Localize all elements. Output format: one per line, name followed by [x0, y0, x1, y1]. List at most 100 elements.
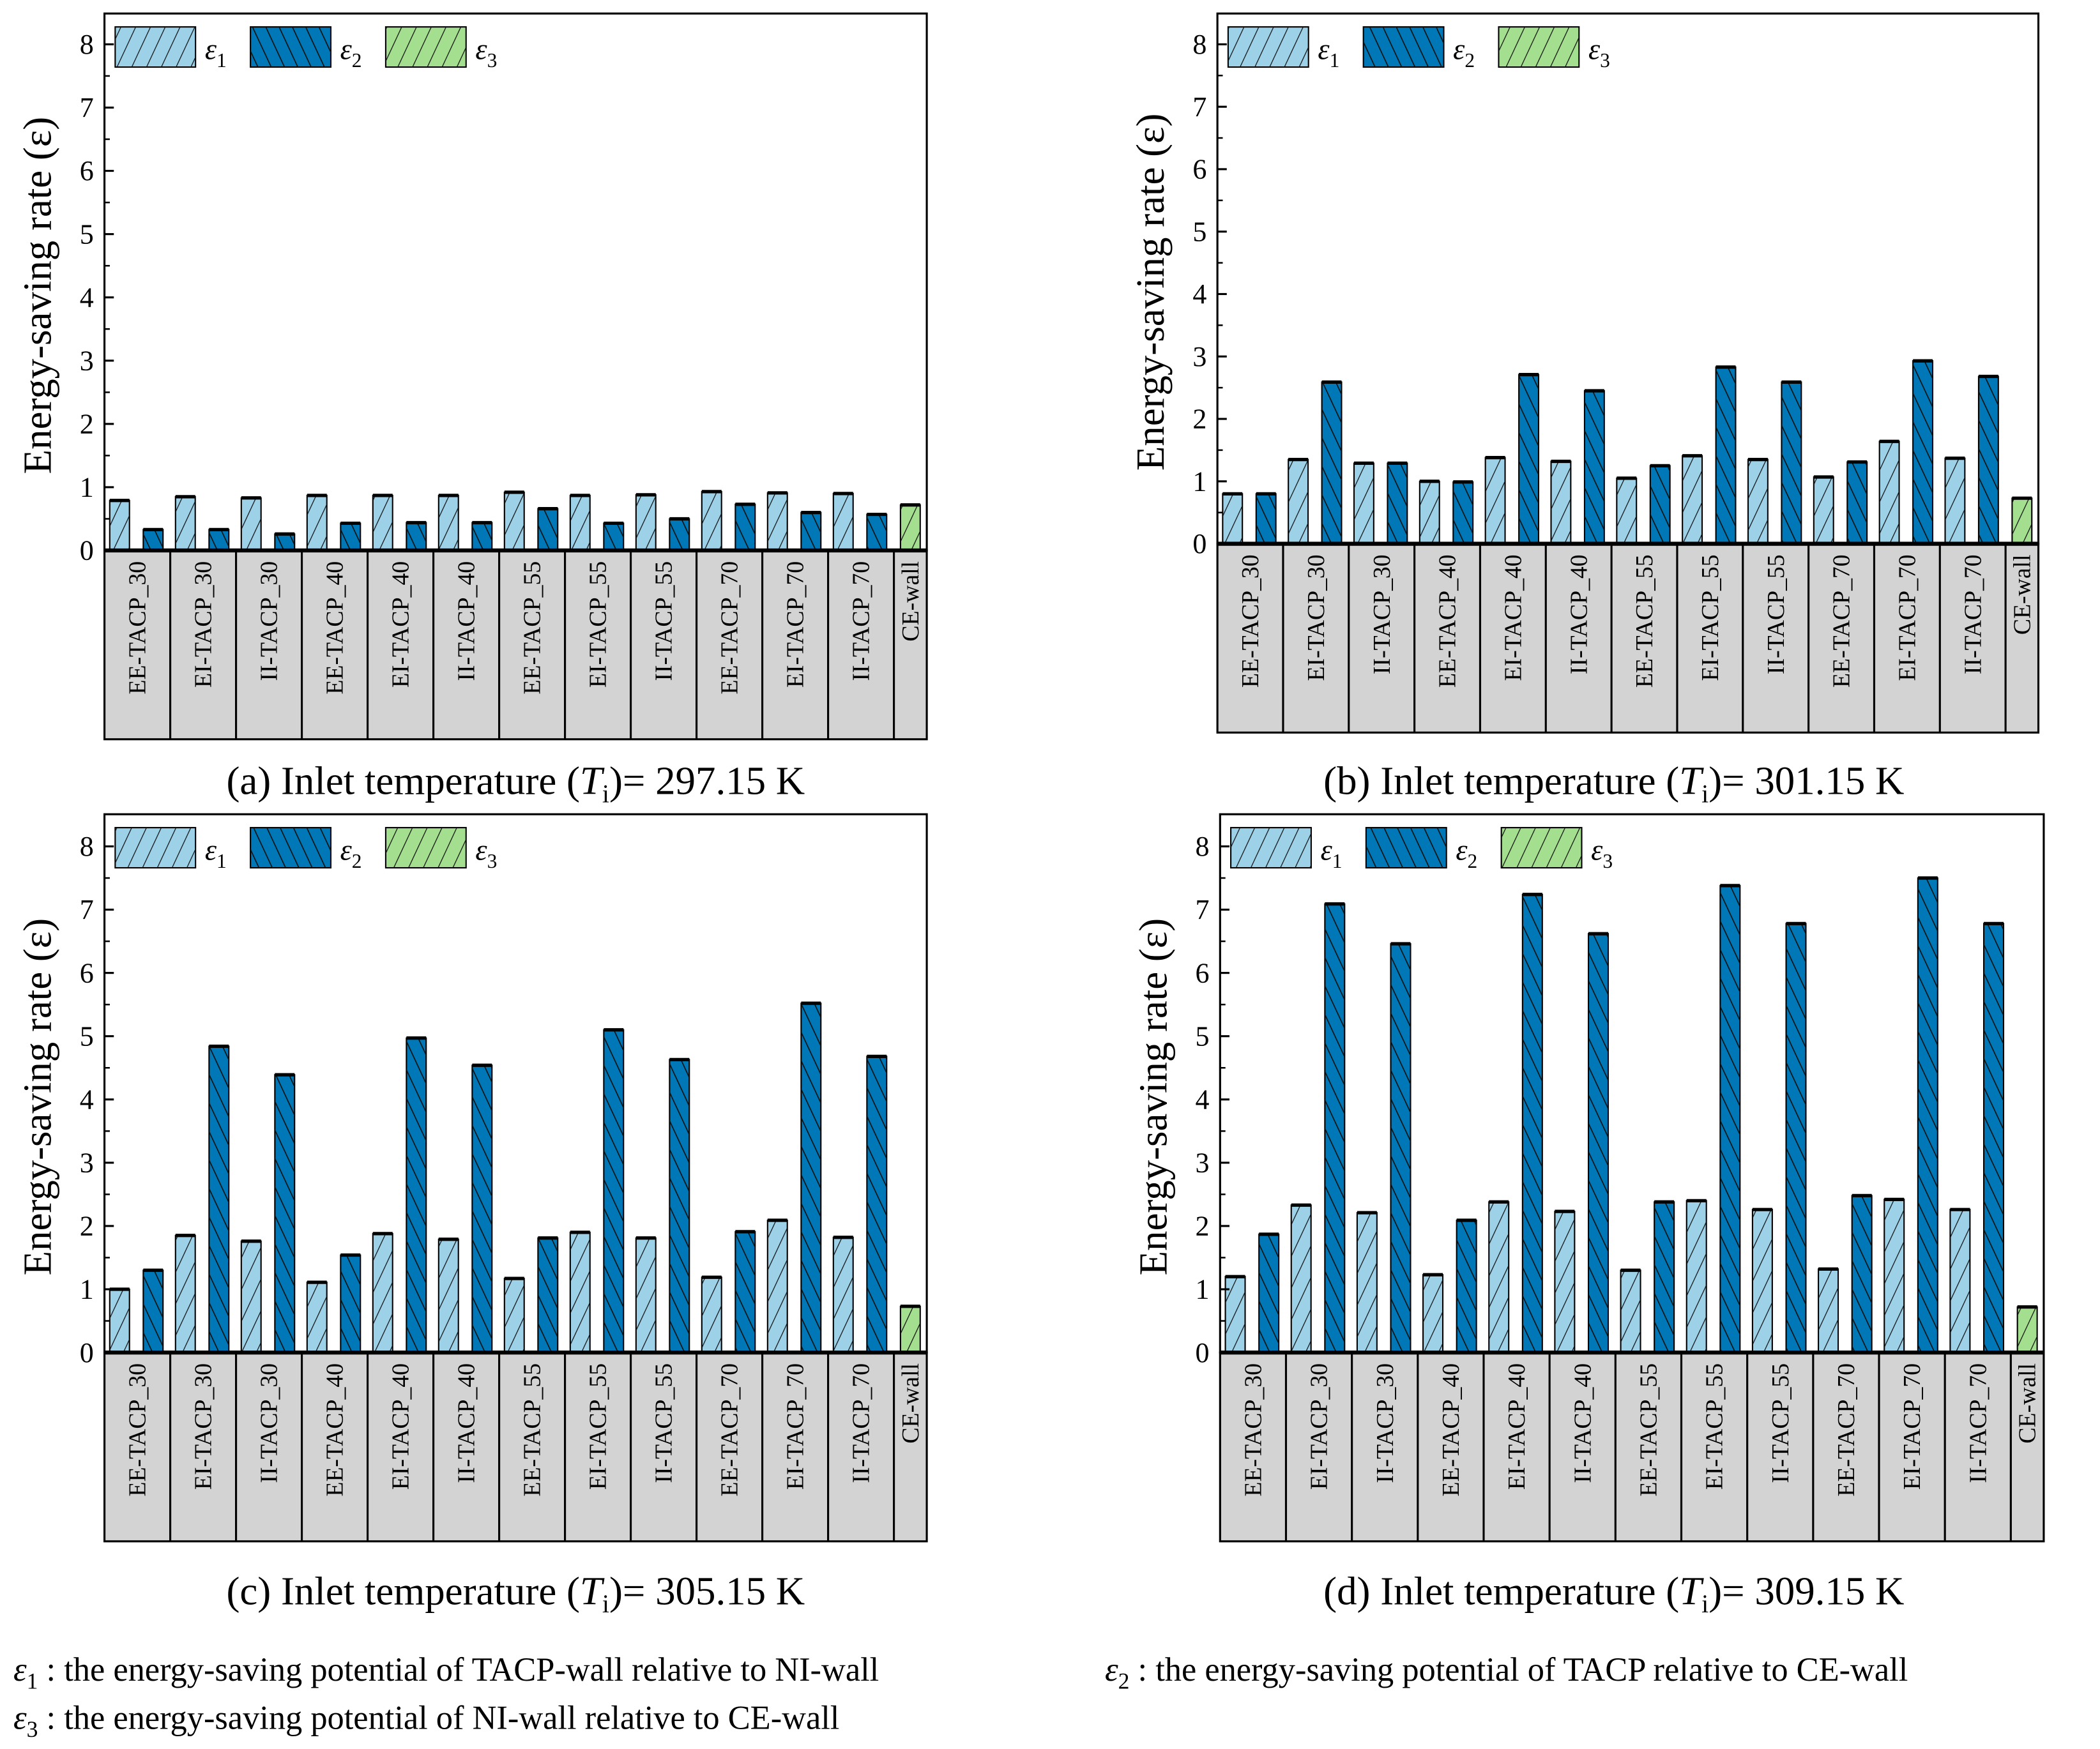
category-label-area — [103, 1351, 928, 1543]
category-label: EI-TACP_55 — [585, 1363, 612, 1490]
legend-swatch-hatch — [385, 828, 466, 868]
plot-frame — [103, 12, 928, 552]
legend: ε1 ε2 ε3 — [1230, 827, 1613, 872]
bar-hatch — [701, 491, 722, 551]
footnote-eps2: ε2 : the energy-saving potential of TACP… — [1105, 1651, 1908, 1694]
bar-hatch — [472, 1065, 492, 1353]
panel-caption: (b) Inlet temperature (Ti)= 301.15 K — [1323, 759, 1904, 808]
category-label: EE-TACP_30 — [1240, 1363, 1267, 1497]
bar-hatch — [1325, 904, 1345, 1353]
bar-hatch — [1390, 944, 1411, 1353]
legend-swatch-hatch — [250, 27, 331, 68]
footnote-eps1: ε1 : the energy-saving potential of TACP… — [13, 1651, 879, 1694]
bar-hatch — [209, 1046, 229, 1353]
bar-hatch — [701, 1277, 722, 1353]
bar-hatch — [504, 1278, 524, 1353]
y-tick-label: 0 — [80, 535, 94, 566]
category-label: II-TACP_70 — [1965, 1363, 1991, 1483]
bar-hatch — [1781, 382, 1802, 544]
bar-hatch — [1485, 457, 1505, 544]
category-label: EI-TACP_30 — [1303, 554, 1330, 681]
y-tick-label: 2 — [80, 1211, 94, 1242]
bar-hatch — [1456, 1220, 1477, 1353]
bar-hatch — [175, 1235, 195, 1353]
bar-hatch — [1588, 934, 1608, 1353]
bar-hatch — [1884, 1199, 1905, 1353]
category-label: EE-TACP_30 — [1237, 554, 1264, 688]
category-label: EI-TACP_55 — [1701, 1363, 1728, 1490]
category-label: EE-TACP_55 — [519, 561, 546, 695]
category-label: II-TACP_55 — [651, 561, 678, 681]
bar-hatch — [1879, 441, 1899, 544]
bar-hatch — [1686, 1200, 1707, 1353]
bar-hatch — [1584, 391, 1604, 544]
category-label: CE-wall — [897, 561, 924, 642]
legend-label-eps1: ε1 — [1321, 833, 1343, 872]
legend-label-eps3: ε3 — [1588, 33, 1610, 72]
bar-hatch — [406, 1038, 427, 1353]
y-tick-label: 6 — [80, 155, 94, 186]
bar-hatch — [801, 512, 821, 551]
category-label: EE-TACP_40 — [322, 1363, 349, 1497]
bar-hatch — [1291, 1205, 1311, 1353]
category-label: II-TACP_40 — [1569, 1363, 1596, 1483]
category-label: II-TACP_30 — [256, 1363, 283, 1483]
bar-hatch — [669, 519, 690, 551]
category-label: II-TACP_55 — [1763, 554, 1790, 674]
y-axis-label: Energy-saving rate (ε) — [1130, 918, 1175, 1276]
legend-label-eps2: ε2 — [340, 33, 362, 72]
legend-swatch-hatch — [385, 27, 466, 68]
category-label: EE-TACP_30 — [125, 1363, 151, 1497]
y-axis-label: Energy-saving rate (ε) — [15, 918, 60, 1276]
bar-hatch — [833, 493, 853, 551]
bar-hatch — [1852, 1195, 1872, 1353]
category-label: EE-TACP_70 — [717, 1363, 743, 1497]
bar-hatch — [109, 1289, 130, 1353]
bar-hatch — [635, 494, 656, 551]
y-tick-label: 5 — [1192, 216, 1206, 247]
category-label: EE-TACP_55 — [1635, 1363, 1662, 1497]
bar-hatch — [143, 1270, 164, 1353]
y-tick-label: 4 — [1196, 1084, 1210, 1115]
category-label: II-TACP_40 — [1565, 554, 1592, 674]
category-label: EE-TACP_40 — [1438, 1363, 1465, 1497]
bar-hatch — [1650, 466, 1670, 544]
bar-hatch — [867, 1056, 887, 1353]
bar-hatch — [1752, 1209, 1772, 1353]
bar-hatch — [735, 504, 756, 551]
bar-hatch — [143, 529, 164, 551]
category-label: EI-TACP_30 — [1306, 1363, 1333, 1490]
y-tick-label: 0 — [1196, 1337, 1210, 1368]
category-label: II-TACP_40 — [453, 561, 480, 681]
category-label: EI-TACP_40 — [388, 561, 415, 688]
bar-hatch — [209, 529, 229, 551]
y-tick-label: 6 — [1196, 957, 1210, 988]
category-label: II-TACP_30 — [1372, 1363, 1399, 1483]
y-tick-label: 8 — [1196, 831, 1210, 862]
bar-hatch — [1720, 885, 1740, 1353]
category-label: EI-TACP_40 — [1500, 554, 1526, 681]
category-label: II-TACP_30 — [1369, 554, 1396, 674]
legend: ε1 ε2 ε3 — [114, 827, 497, 872]
bar-hatch — [1489, 1202, 1509, 1353]
bar-hatch — [570, 495, 590, 551]
category-label: EE-TACP_40 — [1434, 554, 1461, 688]
bar-hatch — [1357, 1213, 1377, 1353]
y-tick-label: 3 — [80, 1147, 94, 1179]
y-tick-label: 1 — [80, 472, 94, 503]
bar-hatch — [1978, 376, 1998, 544]
legend-label-eps1: ε1 — [205, 33, 227, 72]
y-tick-label: 3 — [1196, 1147, 1210, 1179]
category-label: EI-TACP_40 — [1503, 1363, 1530, 1490]
legend-label-eps1: ε1 — [1318, 33, 1339, 72]
y-tick-label: 2 — [1196, 1211, 1210, 1242]
category-label: EE-TACP_30 — [125, 561, 151, 695]
bar-hatch — [175, 496, 195, 551]
bar-hatch — [1225, 1276, 1245, 1353]
y-tick-label: 2 — [80, 409, 94, 440]
bar-hatch — [1654, 1202, 1675, 1353]
chart-panel-b: EE-TACP_30 EI-TACP_30 II-TACP_30 EE-TACP_40… — [1128, 12, 2040, 808]
bar-hatch — [1945, 458, 1965, 544]
bar-hatch — [1984, 923, 2004, 1353]
bar-hatch — [767, 492, 788, 551]
